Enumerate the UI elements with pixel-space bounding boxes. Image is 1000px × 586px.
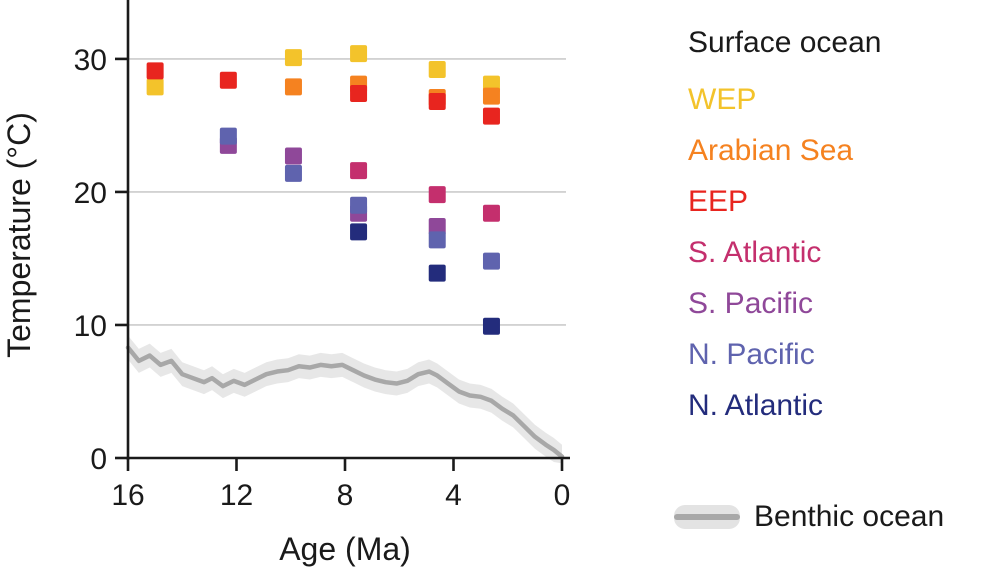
legend-item-s-pacific: S. Pacific: [688, 287, 814, 320]
y-tick-label-10: 10: [74, 310, 107, 343]
legend-item-eep: EEP: [688, 185, 749, 218]
legend-benthic: Benthic ocean: [674, 500, 944, 534]
benthic-band: [128, 335, 562, 464]
marker-wep: [146, 78, 164, 96]
marker-n-pacific: [428, 231, 446, 249]
y-tick-label-0: 0: [90, 443, 107, 476]
marker-arabian-sea: [482, 87, 500, 105]
marker-s-pacific: [428, 218, 446, 236]
legend-item-wep: WEP: [688, 83, 757, 116]
marker-eep: [482, 107, 500, 125]
marker-n-pacific: [219, 127, 237, 145]
marker-n-pacific: [284, 164, 302, 182]
marker-s-atlantic: [482, 204, 500, 222]
marker-wep: [350, 45, 368, 63]
benthic-line-swatch: [674, 505, 740, 529]
x-tick-label-0: 0: [554, 479, 571, 512]
marker-n-pacific: [482, 252, 500, 270]
marker-n-atlantic: [428, 264, 446, 282]
y-axis-label: Temperature (°C): [1, 112, 37, 358]
marker-n-atlantic: [482, 317, 500, 335]
marker-n-pacific: [350, 196, 368, 214]
x-tick-label-8: 8: [337, 479, 354, 512]
x-tick-label-16: 16: [111, 479, 144, 512]
x-tick-label-4: 4: [445, 479, 462, 512]
y-tick-label-20: 20: [74, 177, 107, 210]
marker-n-atlantic: [350, 223, 368, 241]
chart-svg: 16 12 8 4 0 0 10 20 30 Temperature (°C) Age (Ma): [1, 0, 571, 567]
marker-wep: [284, 49, 302, 67]
legend-item-s-atlantic: S. Atlantic: [688, 236, 822, 269]
marker-s-atlantic: [428, 186, 446, 204]
marker-s-atlantic: [350, 162, 368, 180]
chart-area: 16 12 8 4 0 0 10 20 30 Temperature (°C) Age (Ma): [1, 0, 571, 567]
marker-s-pacific: [284, 147, 302, 165]
marker-wep: [428, 61, 446, 79]
y-tick-label-30: 30: [74, 44, 107, 77]
legend-benthic-label: Benthic ocean: [754, 500, 945, 533]
marker-eep: [428, 92, 446, 110]
marker-arabian-sea: [284, 78, 302, 96]
benthic-line-icon: [674, 514, 740, 520]
marker-eep: [350, 84, 368, 102]
x-tick-label-12: 12: [220, 479, 253, 512]
marker-eep: [219, 71, 237, 89]
legend-item-arabian-sea: Arabian Sea: [688, 134, 854, 167]
legend-item-n-atlantic: N. Atlantic: [688, 389, 824, 422]
legend-entries: WEP Arabian Sea EEP S. Atlantic S. Pacific N.…: [688, 74, 990, 431]
legend-item-n-pacific: N. Pacific: [688, 338, 815, 371]
legend-title: Surface ocean: [688, 26, 882, 59]
benthic-line: [125, 345, 565, 459]
plot-layer: 16 12 8 4 0 0 10 20 30: [74, 0, 571, 512]
x-axis-label: Age (Ma): [279, 531, 411, 567]
marker-eep: [146, 62, 164, 80]
legend: Surface ocean WEP Arabian Sea EEP S. Atlant…: [660, 0, 1000, 586]
